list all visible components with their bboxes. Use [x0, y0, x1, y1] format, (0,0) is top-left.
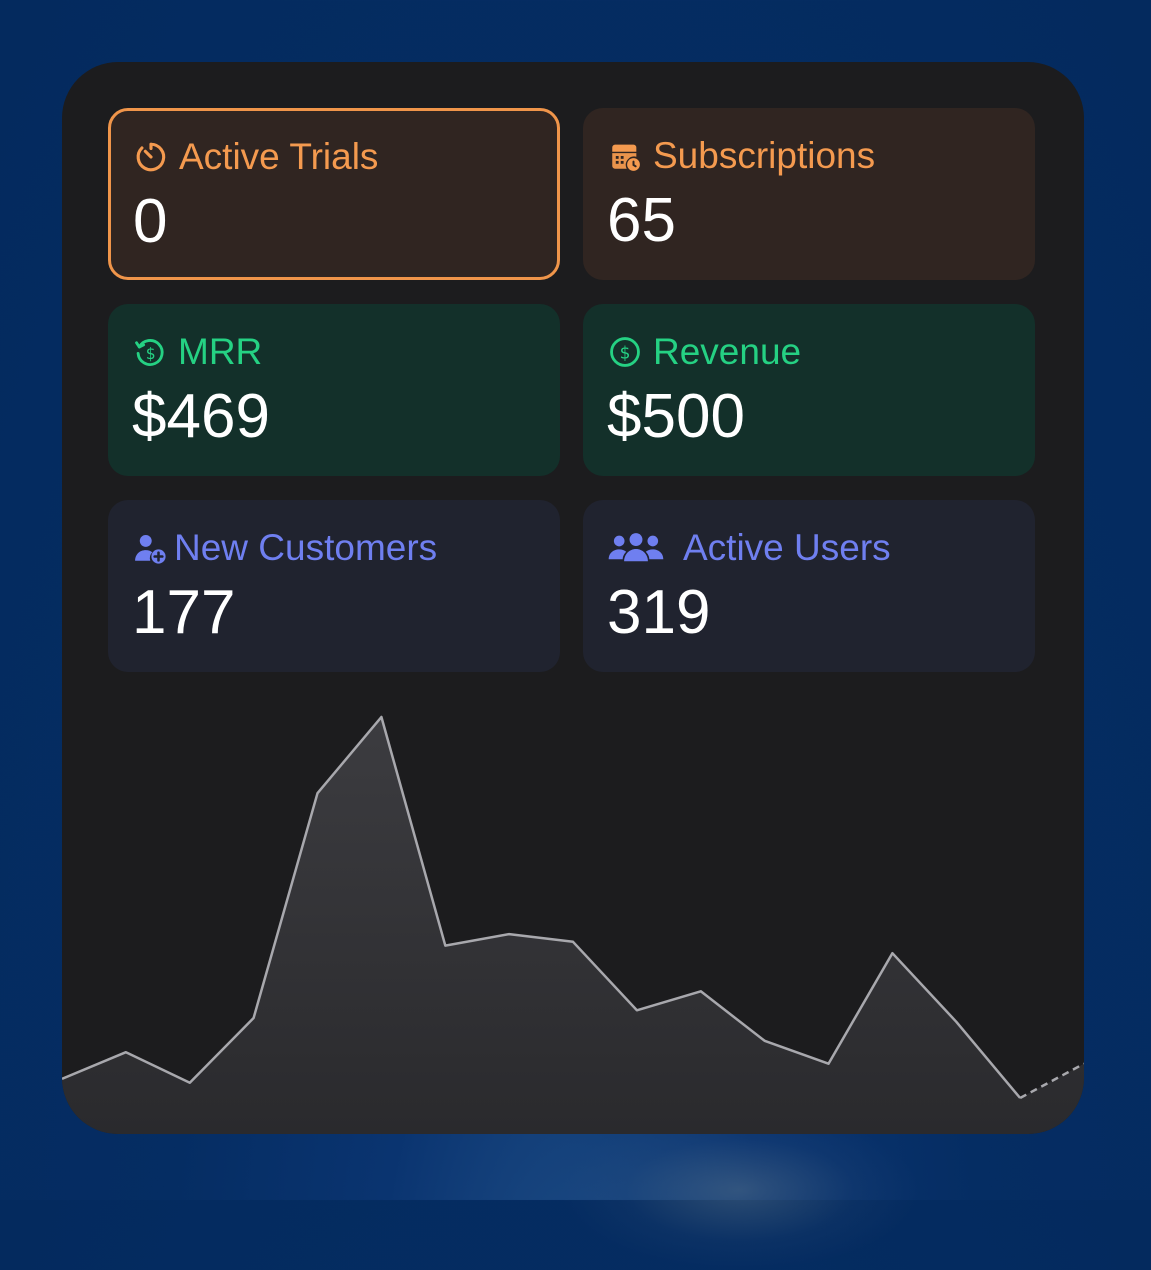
background-glow: [560, 1110, 920, 1270]
tile-subscriptions[interactable]: Subscriptions 65: [583, 108, 1035, 280]
person-add-icon: [132, 530, 168, 566]
tile-value: 0: [133, 187, 168, 256]
recurring-dollar-icon: $: [132, 334, 168, 370]
tile-active-trials[interactable]: Active Trials 0: [108, 108, 560, 280]
tile-value: $500: [607, 382, 745, 451]
tile-new-customers[interactable]: New Customers 177: [108, 500, 560, 672]
svg-text:$: $: [146, 345, 156, 363]
tile-value: 177: [132, 578, 236, 647]
trend-area-chart: [62, 715, 1084, 1134]
tile-label: MRR: [178, 331, 263, 372]
svg-text:$: $: [620, 344, 631, 364]
chart-projected-line: [1019, 1062, 1084, 1100]
tile-label: New Customers: [174, 527, 438, 568]
calendar-clock-icon: [607, 138, 643, 174]
tile-mrr[interactable]: $ MRR $469: [108, 304, 560, 476]
tile-label: Active Trials: [179, 136, 379, 177]
tile-label: Subscriptions: [653, 135, 876, 176]
tile-value: 65: [607, 186, 676, 255]
tile-value: $469: [132, 382, 270, 451]
tile-label: Active Users: [683, 527, 891, 568]
tile-active-users[interactable]: Active Users 319: [583, 500, 1035, 672]
timer-icon: [133, 139, 169, 175]
tile-revenue[interactable]: $ Revenue $500: [583, 304, 1035, 476]
stats-widget[interactable]: Active Trials 0 Subscriptions 65 $ MRR $…: [62, 62, 1084, 1134]
dollar-circle-icon: $: [607, 334, 643, 370]
people-icon: [607, 530, 665, 566]
chart-area-fill: [62, 717, 1084, 1134]
tile-label: Revenue: [653, 331, 802, 372]
chart-series-line: [62, 715, 1022, 1099]
tile-value: 319: [607, 578, 711, 647]
